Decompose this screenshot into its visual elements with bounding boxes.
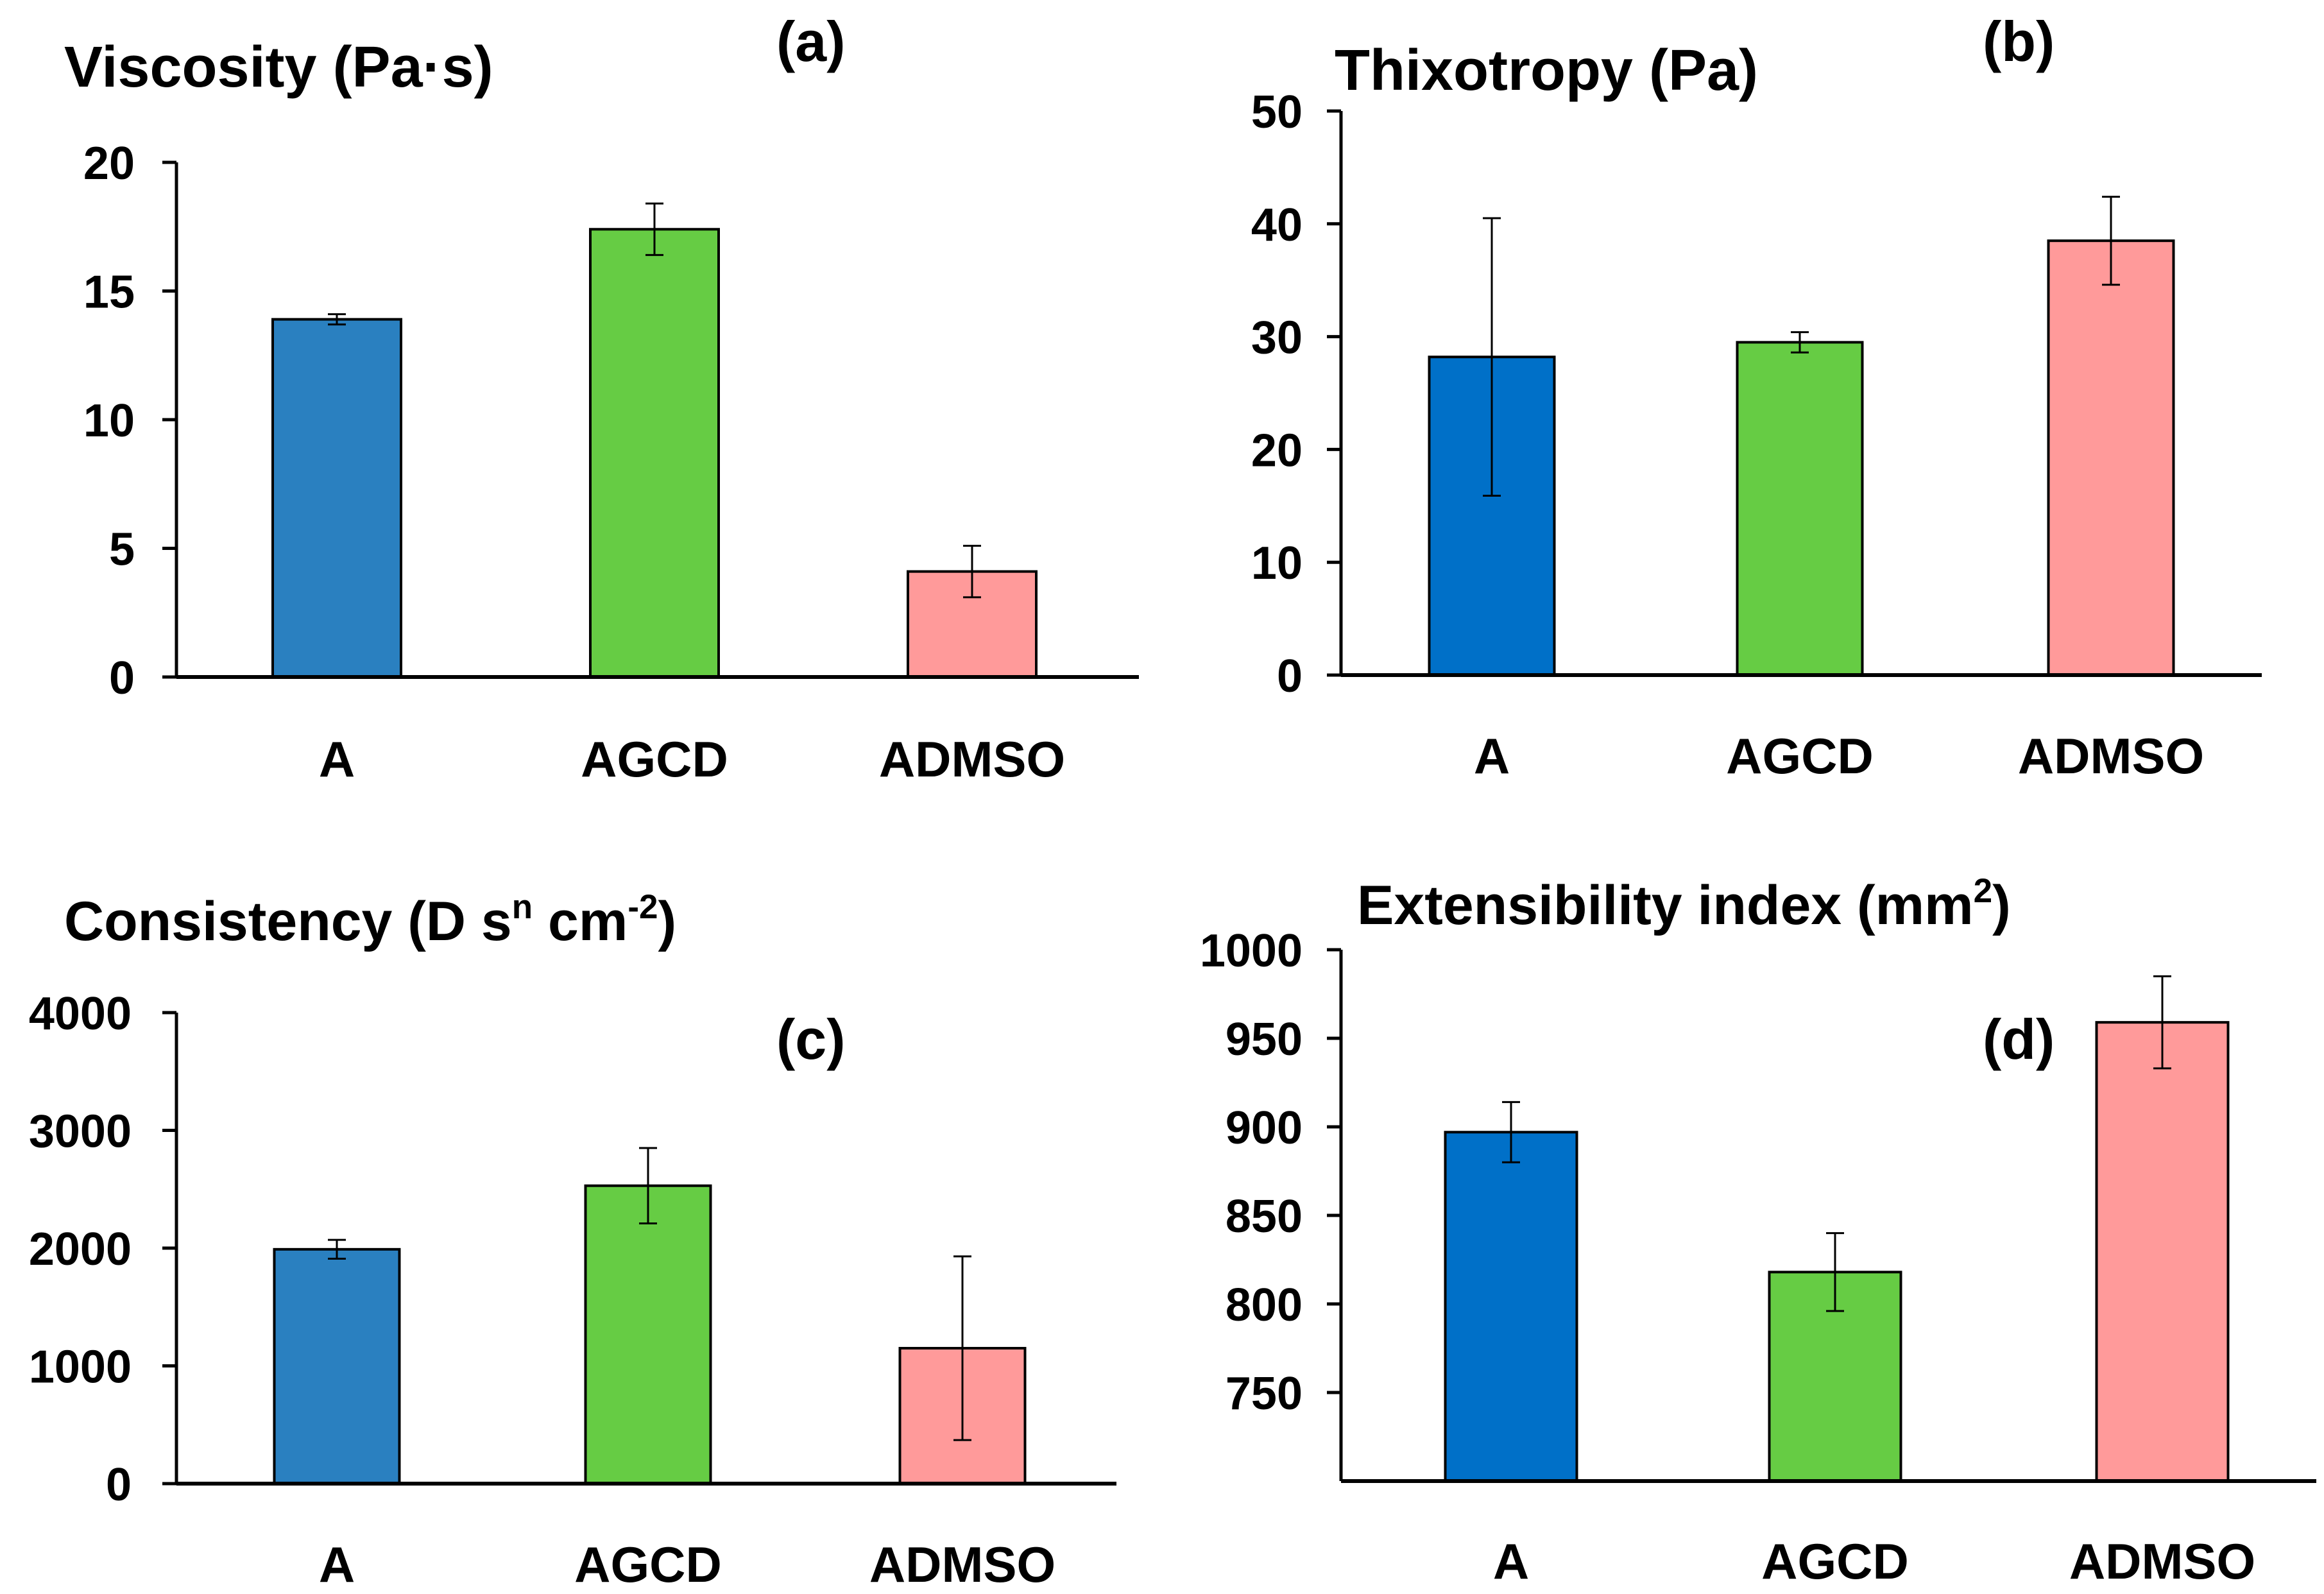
y-tick-label: 5 bbox=[109, 524, 135, 576]
y-tick-label: 750 bbox=[1226, 1368, 1303, 1419]
y-tick-label: 10 bbox=[1251, 538, 1303, 589]
category-label: ADMSO bbox=[2069, 1533, 2255, 1590]
panel-label: (b) bbox=[1983, 10, 2055, 73]
panel-label: (c) bbox=[776, 1007, 846, 1071]
y-tick-label: 20 bbox=[83, 138, 135, 189]
panel-label: (d) bbox=[1983, 1007, 2055, 1071]
bar-agcd bbox=[1736, 341, 1864, 676]
category-label: A bbox=[319, 731, 355, 787]
error-bar-agcd bbox=[1791, 331, 1809, 354]
y-tick-label: 3000 bbox=[29, 1106, 132, 1158]
y-tick-label: 40 bbox=[1251, 200, 1303, 251]
y-tick-label: 4000 bbox=[29, 988, 132, 1040]
bar-a bbox=[1444, 1131, 1578, 1482]
error-bar-admso bbox=[2153, 975, 2171, 1070]
y-tick-label: 10 bbox=[83, 395, 135, 447]
error-bar-agcd bbox=[1826, 1232, 1844, 1312]
error-bar-agcd bbox=[639, 1147, 657, 1224]
bar-agcd bbox=[589, 228, 720, 678]
chart-title: Thixotropy (Pa) bbox=[1335, 39, 1758, 103]
panel-label: (a) bbox=[776, 10, 846, 73]
chart-title: Extensibility index (mm2) bbox=[1357, 872, 2011, 936]
category-label: ADMSO bbox=[869, 1536, 1055, 1593]
panel-d: Extensibility index (mm2) (d) 750 800 850 900… bbox=[1200, 872, 2316, 1590]
category-label: ADMSO bbox=[879, 731, 1065, 787]
y-tick-label: 0 bbox=[1277, 651, 1303, 702]
y-tick-label: 0 bbox=[106, 1459, 132, 1511]
y-tick-label: 50 bbox=[1251, 87, 1303, 138]
error-bar-admso bbox=[963, 544, 981, 599]
y-tick-label: 20 bbox=[1251, 425, 1303, 476]
category-label: ADMSO bbox=[2018, 728, 2204, 784]
category-label: AGCD bbox=[574, 1536, 722, 1593]
bar-admso bbox=[2047, 239, 2175, 677]
y-tick-label: 1000 bbox=[1200, 925, 1303, 977]
category-label: A bbox=[1474, 728, 1510, 784]
y-tick-label: 800 bbox=[1226, 1280, 1303, 1331]
category-label: A bbox=[1493, 1533, 1529, 1590]
y-tick-label: 850 bbox=[1226, 1191, 1303, 1242]
y-tick-label: 900 bbox=[1226, 1102, 1303, 1154]
error-bar-admso bbox=[953, 1255, 971, 1441]
panel-c: Consistency (D sn cm-2) (c) 0 1000 2000 3000 4… bbox=[29, 888, 1116, 1593]
error-bar-a bbox=[1483, 217, 1501, 497]
category-label: AGCD bbox=[1761, 1533, 1909, 1590]
error-bar-a bbox=[328, 1238, 346, 1260]
category-label: A bbox=[319, 1536, 355, 1593]
error-bar-a bbox=[328, 313, 346, 326]
category-label: AGCD bbox=[581, 731, 728, 787]
bar-admso bbox=[2095, 1021, 2230, 1483]
bar-a bbox=[273, 1247, 401, 1485]
y-tick-label: 950 bbox=[1226, 1014, 1303, 1065]
chart-title: Viscosity (Pa·s) bbox=[64, 35, 493, 99]
panel-a: Viscosity (Pa·s) (a) 0 5 10 15 20 A AGCD ADMSO bbox=[64, 10, 1139, 787]
panel-b: Thixotropy (Pa) (b) 0 10 20 30 40 50 A AGCD ADMSO bbox=[1251, 10, 2262, 784]
bar-a bbox=[271, 318, 402, 678]
y-tick-label: 30 bbox=[1251, 313, 1303, 364]
y-tick-label: 0 bbox=[109, 653, 135, 704]
error-bar-a bbox=[1502, 1101, 1520, 1163]
chart-title: Consistency (D sn cm-2) bbox=[64, 888, 676, 952]
y-tick-label: 15 bbox=[83, 267, 135, 318]
bar-agcd bbox=[584, 1184, 712, 1485]
error-bar-admso bbox=[2102, 196, 2120, 286]
category-label: AGCD bbox=[1726, 728, 1874, 784]
y-tick-label: 2000 bbox=[29, 1224, 132, 1275]
error-bar-agcd bbox=[645, 202, 663, 256]
y-tick-label: 1000 bbox=[29, 1342, 132, 1393]
